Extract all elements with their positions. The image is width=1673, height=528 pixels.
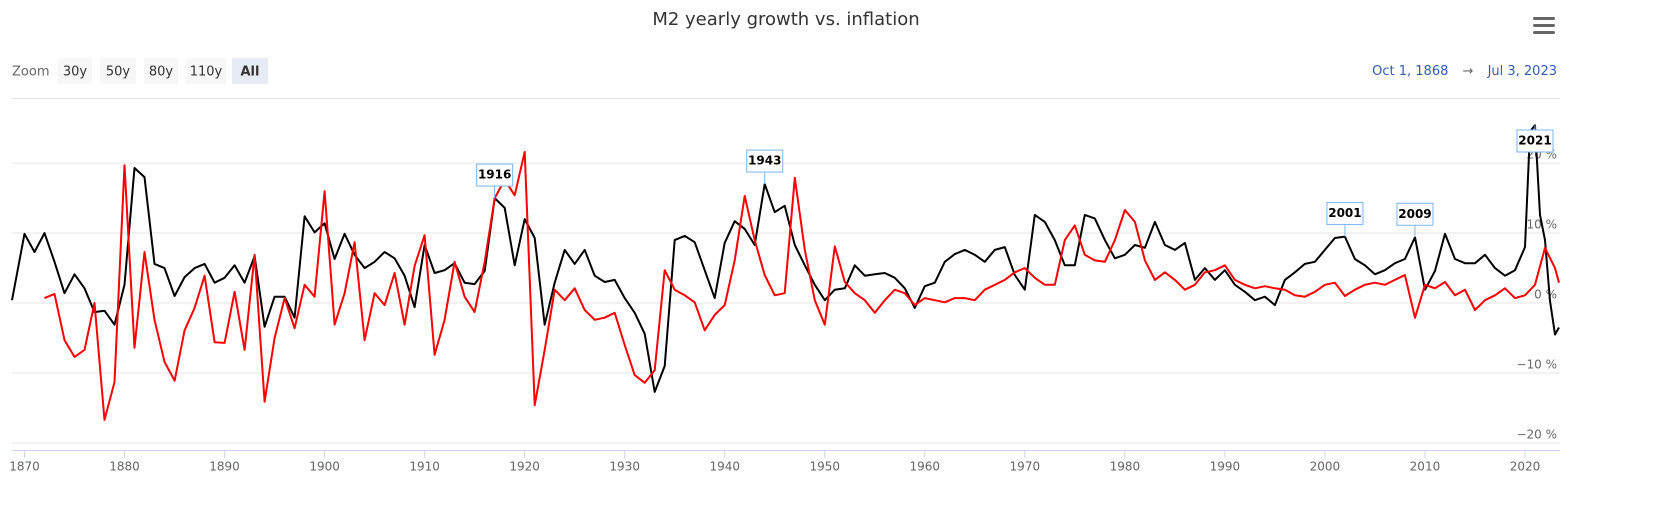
x-tick-label: 1920 bbox=[509, 460, 540, 474]
x-tick-label: 1890 bbox=[209, 460, 240, 474]
flag-box bbox=[1326, 202, 1364, 226]
zoom-button-label: 80y bbox=[149, 65, 174, 80]
zoom-button-label: 50y bbox=[106, 65, 131, 80]
menu-button[interactable] bbox=[1533, 17, 1555, 34]
zoom-buttons: 30y 50y 80y 110y All bbox=[58, 58, 268, 84]
x-tick-label: 1870 bbox=[9, 460, 40, 474]
x-tick-label: 1930 bbox=[609, 460, 640, 474]
chart-title: M2 yearly growth vs. inflation bbox=[652, 9, 919, 30]
menu-bar bbox=[1533, 31, 1555, 34]
zoom-button[interactable] bbox=[144, 58, 178, 84]
series-line bbox=[11, 124, 1560, 393]
zoom-button-label: 110y bbox=[190, 65, 223, 80]
x-tick-label: 1880 bbox=[109, 460, 140, 474]
x-tick-label: 1940 bbox=[709, 460, 740, 474]
x-tick-label: 2010 bbox=[1410, 460, 1441, 474]
menu-bar bbox=[1533, 17, 1555, 20]
zoom-button[interactable] bbox=[186, 58, 226, 84]
zoom-label: Zoom bbox=[12, 65, 49, 80]
range-to: Jul 3, 2023 bbox=[1487, 64, 1557, 79]
flag-box bbox=[1516, 129, 1554, 153]
flag-label: 1943 bbox=[748, 154, 781, 168]
flag-label: 1916 bbox=[478, 168, 511, 182]
x-tick-label: 1900 bbox=[309, 460, 340, 474]
zoom-button[interactable] bbox=[58, 58, 92, 84]
x-tick-label: 1990 bbox=[1210, 460, 1241, 474]
x-tick-label: 1970 bbox=[1010, 460, 1041, 474]
flag-box bbox=[746, 149, 784, 173]
flag-label: 2009 bbox=[1398, 207, 1431, 221]
flag-label: 2021 bbox=[1518, 134, 1551, 148]
x-tick-label: 2020 bbox=[1510, 460, 1541, 474]
y-tick-label: 0 % bbox=[1534, 288, 1557, 302]
date-range: Oct 1, 1868 → Jul 3, 2023 bbox=[1372, 64, 1557, 79]
zoom-button-label: All bbox=[241, 65, 260, 80]
series-line bbox=[44, 150, 1560, 421]
x-tick-label: 1960 bbox=[910, 460, 941, 474]
menu-bar bbox=[1533, 24, 1555, 27]
x-tick-label: 1980 bbox=[1110, 460, 1141, 474]
range-arrow: → bbox=[1463, 64, 1474, 79]
x-tick-label: 2000 bbox=[1310, 460, 1341, 474]
range-from: Oct 1, 1868 bbox=[1372, 64, 1448, 79]
flag-box bbox=[476, 163, 514, 187]
y-tick-label: −20 % bbox=[1516, 428, 1557, 442]
zoom-button[interactable] bbox=[232, 58, 268, 84]
x-tick-label: 1910 bbox=[409, 460, 440, 474]
zoom-button[interactable] bbox=[100, 58, 136, 84]
y-tick-label: −10 % bbox=[1516, 358, 1557, 372]
flag-label: 2001 bbox=[1328, 206, 1361, 220]
flag-box bbox=[1396, 202, 1434, 226]
x-tick-label: 1950 bbox=[809, 460, 840, 474]
zoom-button-label: 30y bbox=[63, 65, 88, 80]
